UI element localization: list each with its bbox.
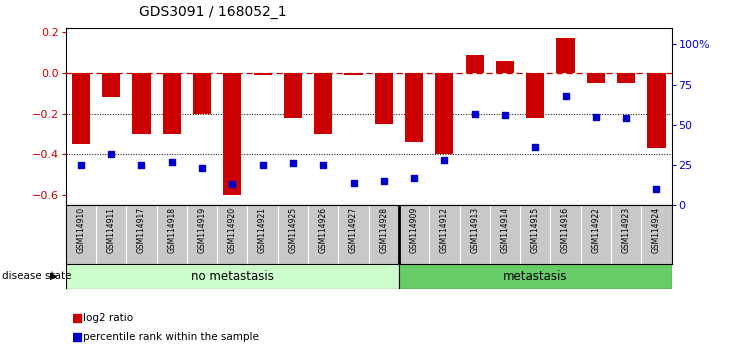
Point — [226, 182, 238, 187]
Point — [166, 159, 177, 165]
Point — [439, 158, 450, 163]
Text: GSM114911: GSM114911 — [107, 207, 115, 253]
Bar — [435, 73, 453, 154]
Point — [650, 187, 662, 192]
Bar — [648, 73, 666, 148]
Point — [318, 162, 329, 168]
Bar — [405, 73, 423, 142]
Text: log2 ratio: log2 ratio — [83, 313, 134, 323]
Bar — [345, 73, 363, 75]
Text: GSM114914: GSM114914 — [501, 207, 510, 253]
Bar — [284, 73, 302, 118]
Text: GSM114916: GSM114916 — [561, 207, 570, 253]
Bar — [66, 264, 399, 289]
Point — [499, 112, 511, 118]
Text: GSM114925: GSM114925 — [288, 207, 297, 253]
Text: percentile rank within the sample: percentile rank within the sample — [83, 332, 259, 342]
Bar — [556, 39, 575, 73]
Text: GDS3091 / 168052_1: GDS3091 / 168052_1 — [139, 5, 286, 19]
Point — [529, 144, 541, 150]
Text: GSM114922: GSM114922 — [591, 207, 600, 253]
Bar — [374, 73, 393, 124]
Bar — [72, 73, 90, 144]
Point — [287, 161, 299, 166]
Text: metastasis: metastasis — [503, 270, 567, 283]
Point — [469, 111, 480, 116]
Text: GSM114923: GSM114923 — [622, 207, 631, 253]
Text: GSM114910: GSM114910 — [77, 207, 85, 253]
Point — [71, 334, 82, 340]
Bar — [587, 73, 605, 83]
Point — [347, 180, 359, 185]
Text: GSM114912: GSM114912 — [440, 207, 449, 253]
Text: GSM114917: GSM114917 — [137, 207, 146, 253]
Text: GSM114918: GSM114918 — [167, 207, 176, 253]
Point — [408, 175, 420, 181]
Text: GSM114926: GSM114926 — [319, 207, 328, 253]
Point — [257, 162, 269, 168]
Bar — [617, 73, 635, 83]
Text: GSM114920: GSM114920 — [228, 207, 237, 253]
Text: no metastasis: no metastasis — [191, 270, 274, 283]
Text: disease state: disease state — [2, 271, 72, 281]
Point — [590, 114, 602, 120]
Bar — [102, 73, 120, 97]
Bar — [314, 73, 332, 134]
Bar — [253, 73, 272, 75]
Text: GSM114919: GSM114919 — [198, 207, 207, 253]
Bar — [223, 73, 242, 195]
Bar — [399, 264, 672, 289]
Point — [620, 116, 632, 121]
Bar — [163, 73, 181, 134]
Text: GSM114915: GSM114915 — [531, 207, 539, 253]
Text: GSM114927: GSM114927 — [349, 207, 358, 253]
Point — [196, 165, 208, 171]
Text: GSM114921: GSM114921 — [258, 207, 267, 253]
Text: GSM114913: GSM114913 — [470, 207, 479, 253]
Point — [378, 178, 390, 184]
Point — [560, 93, 572, 99]
Bar — [526, 73, 545, 118]
Bar — [466, 55, 484, 73]
Point — [105, 151, 117, 157]
Bar — [496, 61, 514, 73]
Text: GSM114924: GSM114924 — [652, 207, 661, 253]
Bar — [193, 73, 211, 114]
Bar — [132, 73, 150, 134]
Point — [71, 315, 82, 321]
Text: GSM114928: GSM114928 — [380, 207, 388, 253]
Text: GSM114909: GSM114909 — [410, 207, 418, 253]
Point — [136, 162, 147, 168]
Point — [75, 162, 87, 168]
Text: ▶: ▶ — [50, 271, 58, 281]
